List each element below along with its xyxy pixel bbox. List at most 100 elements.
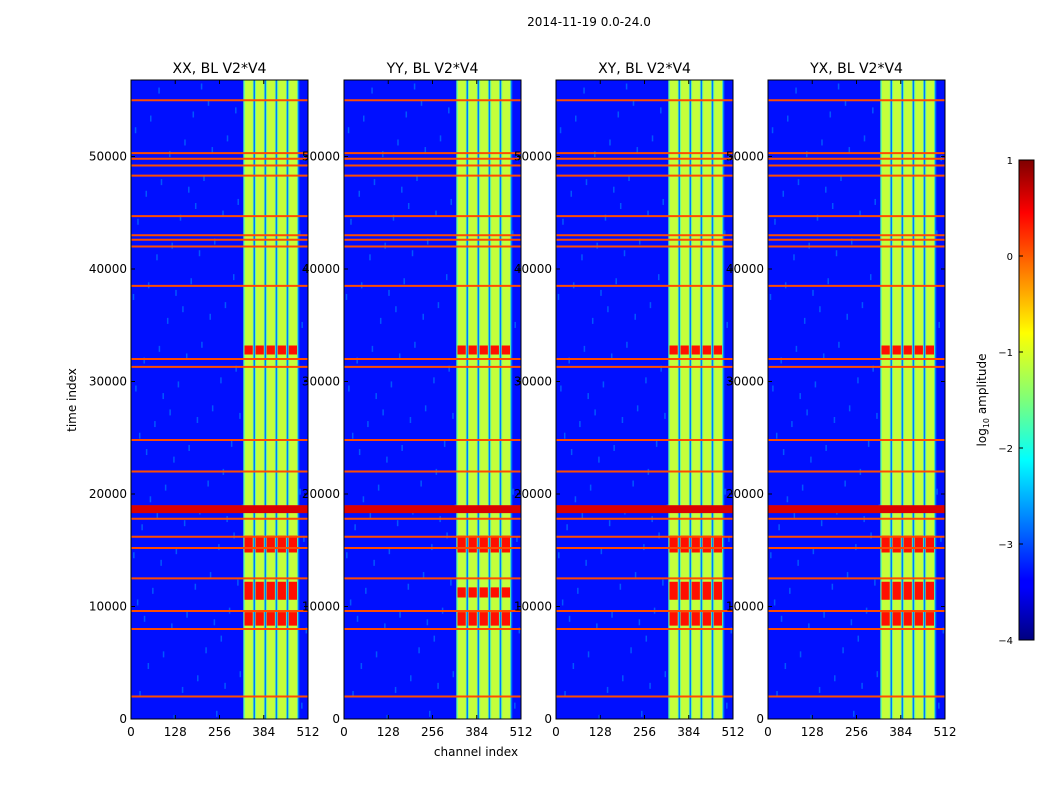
flagged-row	[768, 215, 945, 218]
bright-block	[501, 587, 511, 598]
noise-speckle	[581, 512, 584, 519]
bright-block	[903, 612, 912, 626]
bright-block	[680, 345, 689, 355]
y-tick-label: 30000	[302, 375, 340, 389]
noise-speckle	[512, 230, 514, 237]
flagged-row	[131, 517, 308, 520]
flagged-row	[344, 164, 521, 167]
flagged-row	[768, 577, 945, 580]
bright-block	[903, 535, 912, 553]
noise-speckle	[392, 214, 395, 221]
y-tick-label: 50000	[726, 150, 764, 164]
flagged-row	[344, 547, 521, 549]
noise-speckle	[347, 127, 350, 134]
noise-speckle	[591, 317, 594, 324]
noise-speckle	[876, 412, 878, 419]
noise-speckle	[452, 412, 454, 419]
panel-title: XY, BL V2*V4	[598, 61, 691, 77]
noise-speckle	[226, 135, 229, 142]
noise-speckle	[810, 714, 813, 719]
bright-block	[914, 535, 923, 553]
flagged-row	[768, 164, 945, 167]
flagged-row	[344, 238, 521, 241]
flagged-row	[556, 245, 733, 248]
noise-speckle	[358, 190, 361, 197]
noise-speckle	[398, 353, 401, 360]
colorbar-tick-label: 1	[1007, 156, 1013, 167]
bright-block	[457, 587, 466, 598]
noise-speckle	[422, 313, 424, 320]
heatmap-image	[768, 80, 945, 719]
noise-speckle	[664, 671, 667, 678]
noise-speckle	[823, 611, 825, 618]
x-tick-label: 256	[845, 725, 868, 739]
noise-speckle	[664, 412, 666, 419]
y-tick-label: 50000	[89, 150, 127, 164]
flagged-row	[556, 174, 733, 177]
noise-speckle	[160, 179, 163, 186]
noise-speckle	[514, 321, 516, 328]
flagged-row	[131, 610, 308, 612]
flagged-row	[768, 238, 945, 241]
noise-speckle	[209, 572, 212, 579]
bright-block	[925, 535, 935, 553]
bright-block	[881, 535, 890, 553]
flagged-row	[768, 610, 945, 612]
noise-speckle	[562, 218, 564, 225]
flagged-row	[344, 99, 521, 102]
flagged-row	[556, 610, 733, 612]
x-tick-label: 256	[633, 725, 656, 739]
noise-speckle	[145, 449, 148, 456]
noise-speckle	[645, 635, 648, 642]
band-stripe	[289, 80, 298, 719]
band-stripe	[278, 80, 286, 719]
rfi-band	[556, 505, 733, 514]
noise-speckle	[619, 583, 622, 590]
heatmap-image	[131, 80, 308, 719]
noise-speckle	[354, 524, 356, 531]
noise-speckle	[636, 405, 639, 412]
noise-speckle	[782, 190, 785, 197]
bright-block	[691, 581, 700, 600]
panel-yx: YX, BL V2*V4 0 128 256 384 512 0 10000 20000 3000…	[726, 61, 957, 739]
noise-speckle	[182, 306, 184, 313]
bright-block	[892, 345, 901, 355]
noise-speckle	[600, 289, 602, 296]
noise-speckle	[662, 198, 664, 205]
noise-speckle	[375, 393, 377, 400]
noise-speckle	[183, 520, 186, 527]
y-tick-label: 10000	[302, 600, 340, 614]
noise-speckle	[585, 559, 587, 566]
noise-speckle	[630, 647, 632, 654]
flagged-row	[344, 610, 521, 612]
x-tick-label: 0	[552, 725, 560, 739]
bright-block	[479, 345, 488, 355]
noise-speckle	[587, 393, 589, 400]
band-gap	[711, 80, 714, 719]
noise-speckle	[396, 520, 399, 527]
noise-speckle	[303, 535, 305, 542]
noise-speckle	[859, 210, 861, 217]
bright-block	[479, 587, 488, 598]
noise-speckle	[772, 385, 774, 392]
noise-speckle	[786, 496, 789, 503]
bright-block	[266, 535, 275, 553]
bright-block	[501, 345, 511, 355]
noise-speckle	[437, 682, 439, 689]
x-tick-label: 0	[127, 725, 135, 739]
band-stripe	[692, 80, 700, 719]
noise-speckle	[401, 444, 403, 451]
bright-block	[490, 345, 499, 355]
noise-speckle	[137, 218, 139, 225]
noise-speckle	[213, 238, 216, 245]
noise-speckle	[816, 214, 819, 221]
flagged-row	[556, 234, 733, 237]
flagged-row	[131, 152, 308, 155]
band-stripe	[502, 80, 511, 719]
y-tick-label: 0	[119, 712, 127, 726]
noise-speckle	[623, 250, 626, 257]
band-gap	[934, 80, 937, 719]
noise-speckle	[188, 444, 190, 451]
noise-speckle	[797, 179, 800, 186]
flagged-row	[556, 439, 733, 441]
